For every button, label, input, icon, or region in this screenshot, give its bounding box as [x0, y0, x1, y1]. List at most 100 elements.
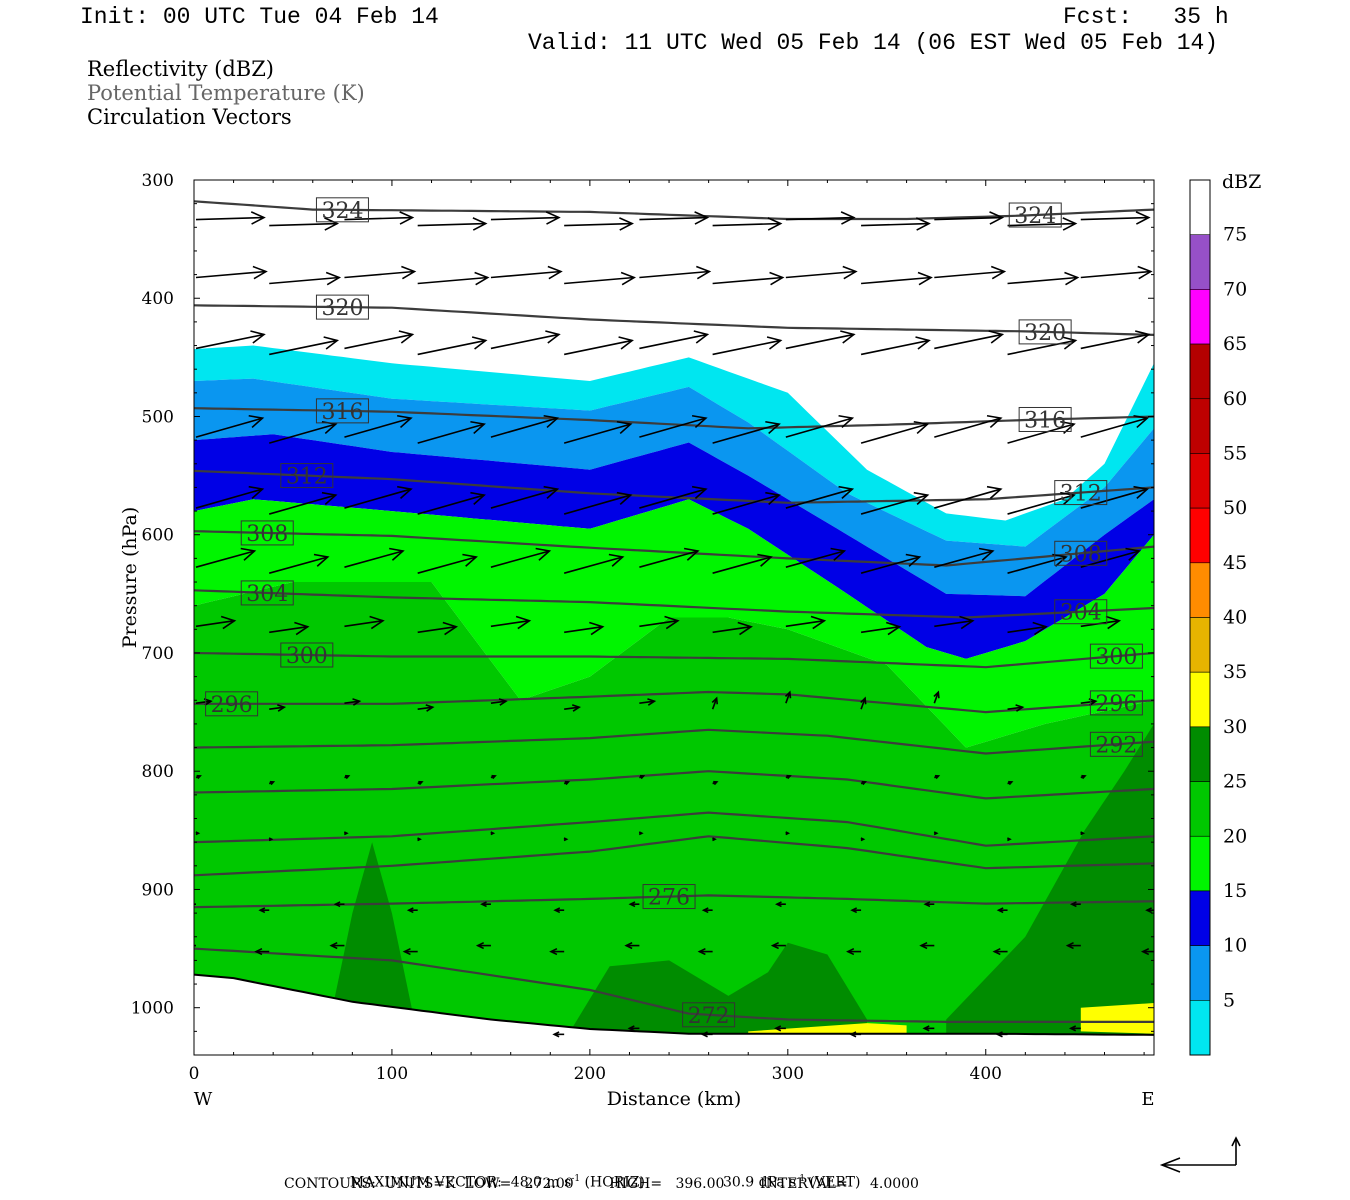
- vector-shaft: [417, 339, 486, 356]
- band-25dbz: [194, 582, 1154, 1035]
- vector-shaft: [490, 270, 561, 279]
- vector-arrow-52: [934, 414, 1003, 438]
- east-label: E: [1141, 1089, 1154, 1110]
- vector-arrow-30: [344, 330, 415, 350]
- theta-label-text: 304: [246, 582, 288, 607]
- theta-contour-272: [194, 947, 1154, 1023]
- vector-head: [498, 698, 508, 706]
- vector-arrow-114: [344, 774, 351, 780]
- vector-arrow-53: [1007, 420, 1076, 444]
- vector-shaft: [490, 333, 560, 350]
- theta-label-box: [315, 398, 369, 424]
- vector-arrow-46: [490, 414, 560, 438]
- vector-head: [913, 491, 930, 505]
- vector-shaft: [195, 417, 263, 438]
- theta-label-box: [1089, 731, 1143, 757]
- theta-label-296: 296: [1089, 690, 1143, 717]
- vector-arrow-103: [564, 704, 581, 712]
- vert-tag: (VERT): [805, 1174, 861, 1191]
- theta-contour-312: [194, 469, 1154, 504]
- vector-arrow-146: [628, 901, 640, 908]
- vector-shaft: [1007, 494, 1075, 515]
- vector-arrow-75: [563, 553, 625, 574]
- vector-arrow-71: [269, 553, 330, 574]
- vector-head: [934, 774, 941, 780]
- vector-arrow-22: [785, 265, 858, 280]
- colorbar-swatch-55: [1189, 453, 1211, 509]
- vector-arrow-156: [329, 941, 345, 950]
- vector-arrow-55: [1156, 422, 1223, 443]
- vector-head: [248, 485, 265, 499]
- vector-shaft: [860, 697, 866, 710]
- max-vector-horiz: MAXIMUM VECTOR: 48.0 m s: [349, 1174, 572, 1191]
- vector-head: [810, 615, 827, 630]
- vector-head: [1080, 831, 1086, 836]
- vector-arrow-74: [490, 547, 552, 568]
- vector-arrow-126: [195, 831, 201, 836]
- vector-arrow-35: [712, 336, 783, 356]
- vector-shaft: [785, 488, 853, 509]
- vector-arrow-127: [268, 837, 274, 842]
- vector-arrow-115: [417, 780, 424, 786]
- vector-head: [552, 1031, 560, 1038]
- vector-arrow-64: [785, 485, 855, 509]
- vector-head: [696, 265, 712, 280]
- vector-arrow-106: [784, 690, 792, 704]
- vector-shaft: [1080, 333, 1149, 350]
- vector-head: [183, 943, 189, 949]
- vector-arrow-34: [639, 330, 710, 350]
- vector-head: [766, 336, 783, 350]
- colorbar-label: 55: [1223, 442, 1247, 464]
- vector-head: [923, 901, 931, 908]
- vector-arrow-163: [846, 947, 862, 956]
- vector-arrow-94: [934, 615, 975, 630]
- vector-head: [277, 704, 287, 712]
- vector-arrow-42: [195, 414, 265, 438]
- vector-shaft: [195, 333, 265, 350]
- vector-shaft: [417, 625, 457, 634]
- vector-arrow-88: [490, 615, 532, 630]
- vector-head: [345, 774, 351, 780]
- vector-arrow-104: [639, 698, 657, 706]
- vector-arrow-166: [1065, 941, 1081, 950]
- vector-shaft: [933, 691, 940, 704]
- vector-arrow-135: [860, 837, 866, 842]
- theta-label-text: 296: [211, 693, 253, 718]
- vector-arrow-82: [1080, 547, 1142, 568]
- vector-arrow-117: [563, 780, 571, 786]
- vector-arrow-95: [1007, 621, 1048, 636]
- vector-shaft: [712, 494, 780, 515]
- vector-arrow-123: [1007, 780, 1014, 786]
- vector-shaft: [195, 488, 263, 509]
- vector-head: [252, 265, 268, 280]
- theta-label-text: 316: [321, 400, 363, 425]
- theta-contours: [194, 200, 1154, 1023]
- theta-label-text: 312: [1060, 482, 1102, 507]
- valid-time: Valid: 11 UTC Wed 05 Feb 14 (06 EST Wed …: [528, 30, 1219, 56]
- vector-arrow-59: [417, 491, 486, 515]
- vector-head: [313, 553, 330, 567]
- vector-shaft: [860, 494, 928, 515]
- vector-arrow-152: [1069, 901, 1081, 908]
- theta-label-text: 308: [246, 522, 288, 547]
- vector-head: [1133, 485, 1150, 499]
- theta-contour-304: [194, 589, 1154, 619]
- theta-contour-288: [194, 770, 1154, 800]
- vector-shaft: [934, 333, 1003, 350]
- vector-arrow-36: [785, 330, 856, 350]
- theta-label-text: 300: [1095, 645, 1137, 670]
- max-vector-vert: 30.9 dPa s: [722, 1174, 797, 1191]
- vector-arrow-93: [860, 621, 902, 636]
- vector-shaft: [785, 691, 791, 704]
- underground-mask: [194, 974, 1154, 1055]
- vector-shaft: [269, 706, 285, 710]
- vector-head: [990, 265, 1007, 280]
- vector-arrow-69: [1156, 493, 1223, 514]
- vector-head: [324, 217, 340, 231]
- vector-arrow-16: [344, 265, 417, 280]
- vector-shaft: [564, 222, 633, 227]
- vector-arrow-14: [195, 265, 268, 280]
- vector-head: [765, 491, 781, 505]
- vector-arrow-173: [922, 1025, 935, 1032]
- vector-arrow-91: [712, 621, 753, 636]
